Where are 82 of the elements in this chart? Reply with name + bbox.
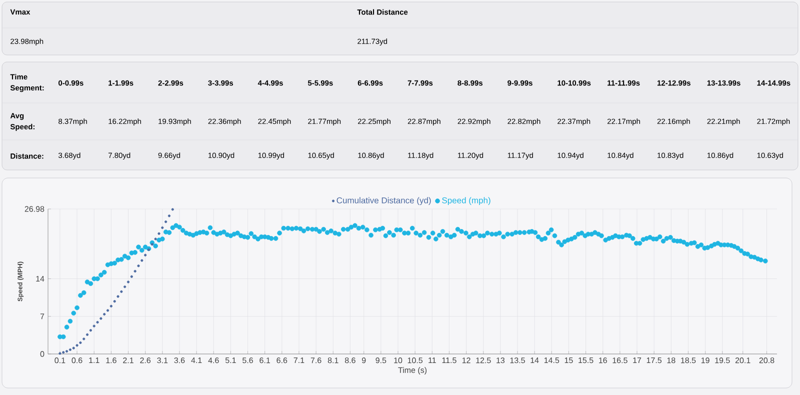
x-tick-label: 7.1 bbox=[294, 358, 304, 364]
x-tick-label: 0.6 bbox=[72, 358, 82, 364]
y-tick-label: 26.98 bbox=[24, 206, 44, 212]
x-tick-label: 11 bbox=[428, 358, 436, 364]
x-tick-label: 19 bbox=[701, 358, 710, 364]
x-tick-label: 4.1 bbox=[191, 358, 202, 364]
point bbox=[106, 309, 110, 312]
point bbox=[100, 317, 102, 320]
x-tick-label: 9.5 bbox=[376, 358, 386, 364]
point bbox=[150, 243, 154, 246]
x-tick-label: 16.5 bbox=[612, 358, 628, 364]
point bbox=[124, 286, 126, 288]
point bbox=[164, 220, 168, 224]
x-tick-label: 14 bbox=[530, 358, 539, 364]
x-tick-label: 1.6 bbox=[106, 358, 116, 364]
point bbox=[158, 232, 160, 235]
x-tick-label: 13.5 bbox=[510, 358, 525, 364]
x-tick-label: 17.5 bbox=[646, 358, 662, 364]
y-tick-label: 14 bbox=[36, 276, 44, 282]
x-tick-label: 18 bbox=[667, 358, 676, 364]
legend-label: Cumulative Distance (yd) bbox=[336, 197, 431, 206]
point bbox=[113, 300, 116, 303]
x-tick-label: 15 bbox=[564, 358, 573, 364]
x-tick-label: 14.5 bbox=[544, 358, 560, 364]
x-tick-label: 9 bbox=[362, 358, 366, 364]
x-tick-label: 20.1 bbox=[735, 358, 750, 364]
x-axis-title: Time (s) bbox=[398, 367, 427, 375]
point bbox=[58, 352, 62, 355]
x-tick-label: 12 bbox=[462, 358, 470, 364]
point bbox=[161, 226, 164, 229]
point bbox=[96, 320, 99, 324]
point bbox=[137, 264, 140, 268]
x-tick-label: 15.5 bbox=[578, 358, 594, 364]
point bbox=[79, 341, 82, 344]
x-tick-label: 13 bbox=[496, 358, 505, 364]
x-tick-label: 0.1 bbox=[54, 358, 66, 364]
x-tick-label: 5.6 bbox=[242, 358, 253, 364]
x-tick-label: 7.6 bbox=[310, 358, 322, 364]
point bbox=[134, 270, 136, 273]
x-tick-label: 16 bbox=[599, 358, 607, 364]
x-tick-label: 11.5 bbox=[442, 358, 456, 364]
point bbox=[171, 208, 174, 211]
point bbox=[116, 295, 120, 298]
point bbox=[86, 333, 89, 336]
point bbox=[168, 214, 171, 218]
x-tick-label: 12.5 bbox=[476, 358, 491, 364]
x-tick-label: 2.6 bbox=[140, 358, 151, 364]
point bbox=[110, 304, 112, 308]
x-tick-label: 10.5 bbox=[408, 358, 423, 364]
point bbox=[140, 259, 144, 262]
x-tick-label: 6.1 bbox=[260, 358, 270, 364]
point bbox=[89, 329, 92, 332]
point bbox=[72, 346, 75, 350]
point bbox=[68, 348, 72, 351]
point bbox=[103, 312, 106, 316]
x-tick-label: 17 bbox=[633, 358, 642, 364]
point bbox=[65, 350, 68, 353]
x-tick-label: 6.6 bbox=[276, 358, 288, 364]
x-tick-label: 18.5 bbox=[681, 358, 696, 364]
point bbox=[126, 280, 130, 284]
x-tick-label: 3.6 bbox=[174, 358, 185, 364]
point bbox=[154, 238, 157, 240]
x-tick-label: 3.1 bbox=[157, 358, 168, 364]
x-tick-label: 10 bbox=[394, 358, 402, 364]
x-tick-label: 4.6 bbox=[208, 358, 219, 364]
x-tick-label: 5.1 bbox=[225, 358, 236, 364]
x-tick-label: 8.1 bbox=[328, 358, 338, 364]
x-tick-label: 2.1 bbox=[123, 358, 134, 364]
point bbox=[130, 275, 133, 278]
point bbox=[92, 324, 96, 328]
point bbox=[144, 254, 147, 256]
y-tick-label: 0 bbox=[40, 351, 44, 357]
x-tick-label: 19.5 bbox=[715, 358, 730, 364]
point bbox=[82, 338, 86, 340]
y-tick-label: 7 bbox=[40, 314, 44, 320]
point bbox=[76, 344, 78, 347]
point bbox=[62, 351, 65, 354]
x-tick-label: 20.8 bbox=[759, 358, 774, 364]
x-tick-label: 1.1 bbox=[89, 358, 100, 364]
legend-label: Speed (mph) bbox=[442, 197, 490, 206]
point bbox=[120, 290, 123, 293]
x-tick-label: 8.6 bbox=[344, 358, 356, 364]
